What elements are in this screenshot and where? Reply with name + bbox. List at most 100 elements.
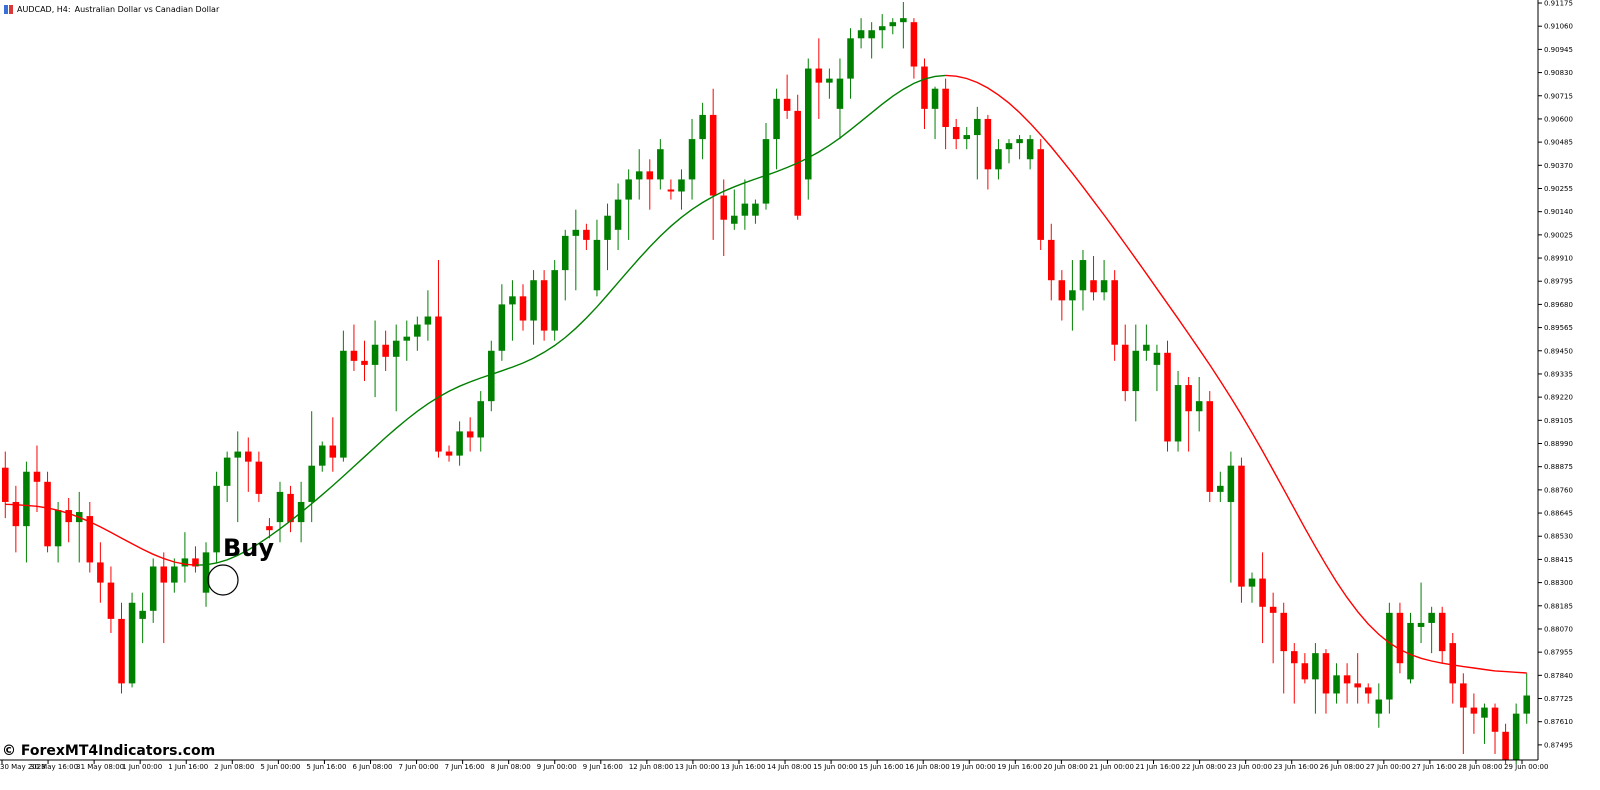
y-tick-label: 0.87955 bbox=[1544, 649, 1573, 657]
x-tick-label: 21 Jun 00:00 bbox=[1089, 763, 1133, 771]
candle-body bbox=[604, 215, 611, 240]
x-tick-label: 23 Jun 00:00 bbox=[1228, 763, 1272, 771]
candle-body bbox=[1079, 260, 1087, 291]
candle-body bbox=[583, 229, 590, 240]
y-tick-label: 0.90025 bbox=[1544, 231, 1573, 239]
candle-body bbox=[160, 566, 168, 583]
candle-body bbox=[1322, 653, 1330, 694]
y-tick-label: 0.91060 bbox=[1544, 23, 1573, 31]
candle-body bbox=[382, 344, 389, 357]
chart-window-icon bbox=[4, 4, 13, 14]
candle-body bbox=[2, 467, 9, 502]
y-tick-label: 0.90715 bbox=[1544, 92, 1573, 100]
y-tick-label: 0.88645 bbox=[1544, 510, 1573, 518]
candle-body bbox=[456, 431, 463, 456]
y-axis: 0.91175 0.91060 0.90945 0.90830 0.90715 0.906… bbox=[1538, 0, 1573, 749]
x-tick-label: 14 Jun 08:00 bbox=[767, 763, 811, 771]
x-tick-label: 1 Jun 16:00 bbox=[168, 763, 208, 771]
candle-body bbox=[952, 127, 960, 140]
x-tick-label: 15 Jun 00:00 bbox=[813, 763, 857, 771]
candle-body bbox=[1143, 344, 1150, 351]
buy-circle-marker bbox=[207, 564, 239, 596]
candle-body bbox=[266, 526, 273, 531]
candle-body bbox=[181, 558, 189, 567]
candle-body bbox=[857, 30, 865, 39]
candle-body bbox=[995, 149, 1002, 170]
x-tick-label: 27 Jun 16:00 bbox=[1412, 763, 1456, 771]
ma-line-falling-left bbox=[5, 503, 196, 566]
y-tick-label: 0.90600 bbox=[1544, 115, 1573, 123]
candle-body bbox=[414, 324, 421, 337]
candle-body bbox=[1449, 643, 1457, 684]
candle-body bbox=[1026, 139, 1034, 160]
x-tick-label: 29 Jun 00:00 bbox=[1504, 763, 1548, 771]
y-tick-label: 0.89910 bbox=[1544, 255, 1573, 263]
x-tick-label: 19 Jun 16:00 bbox=[997, 763, 1041, 771]
candle-body bbox=[245, 451, 252, 462]
candle-body bbox=[1512, 713, 1520, 760]
candle-body bbox=[477, 401, 485, 438]
y-tick-label: 0.87610 bbox=[1544, 718, 1573, 726]
candle-body bbox=[1523, 695, 1530, 714]
candle-body bbox=[340, 350, 347, 458]
candle-body bbox=[900, 18, 907, 23]
candle-body bbox=[1153, 352, 1161, 365]
candle-body bbox=[826, 78, 833, 83]
candle-body bbox=[678, 179, 685, 192]
x-tick-label: 7 Jun 00:00 bbox=[399, 763, 439, 771]
x-tick-label: 6 Jun 08:00 bbox=[352, 763, 392, 771]
candles-layer bbox=[2, 2, 1530, 765]
buy-signal-label: Buy bbox=[223, 534, 275, 562]
plot-area bbox=[0, 0, 1538, 760]
y-tick-label: 0.90255 bbox=[1544, 185, 1573, 193]
candle-body bbox=[350, 350, 358, 361]
candle-body bbox=[519, 296, 527, 321]
candle-body bbox=[318, 445, 326, 466]
candle-body bbox=[12, 501, 20, 527]
candle-body bbox=[773, 98, 780, 140]
candle-body bbox=[223, 457, 231, 486]
candle-body bbox=[466, 431, 474, 438]
candle-body bbox=[1396, 612, 1404, 664]
candle-body bbox=[424, 316, 432, 325]
candle-body bbox=[836, 78, 844, 109]
candle-body bbox=[329, 445, 337, 458]
candle-body bbox=[657, 149, 664, 180]
candle-body bbox=[1312, 653, 1319, 680]
candle-body bbox=[752, 203, 759, 216]
x-tick-label: 12 Jun 08:00 bbox=[629, 763, 673, 771]
candle-body bbox=[1195, 401, 1203, 412]
candle-body bbox=[572, 229, 580, 236]
x-tick-label: 5 Jun 00:00 bbox=[260, 763, 300, 771]
candle-body bbox=[1343, 675, 1351, 684]
candle-body bbox=[1301, 663, 1309, 680]
x-tick-label: 9 Jun 16:00 bbox=[583, 763, 623, 771]
candle-body bbox=[1502, 731, 1509, 760]
candle-body bbox=[1227, 465, 1235, 502]
candle-body bbox=[65, 510, 72, 523]
y-tick-label: 0.88530 bbox=[1544, 533, 1573, 541]
x-tick-label: 20 Jun 08:00 bbox=[1043, 763, 1087, 771]
x-tick-label: 28 Jun 08:00 bbox=[1458, 763, 1502, 771]
x-tick-label: 5 Jun 16:00 bbox=[306, 763, 346, 771]
candle-body bbox=[509, 296, 516, 305]
candle-body bbox=[709, 114, 717, 196]
x-tick-label: 13 Jun 16:00 bbox=[721, 763, 765, 771]
candle-body bbox=[963, 135, 971, 140]
candle-body bbox=[530, 280, 537, 321]
candle-body bbox=[192, 558, 199, 567]
y-tick-label: 0.88760 bbox=[1544, 486, 1573, 494]
x-tick-label: 13 Jun 00:00 bbox=[675, 763, 719, 771]
candle-body bbox=[815, 68, 823, 83]
candle-body bbox=[1185, 385, 1192, 412]
candle-body bbox=[1132, 350, 1140, 392]
candle-body bbox=[614, 199, 622, 230]
candle-body bbox=[498, 304, 506, 351]
candle-body bbox=[593, 239, 601, 291]
y-tick-label: 0.87840 bbox=[1544, 672, 1573, 680]
candle-body bbox=[1016, 139, 1023, 144]
y-tick-label: 0.91175 bbox=[1544, 0, 1573, 8]
candle-body bbox=[1100, 280, 1108, 293]
